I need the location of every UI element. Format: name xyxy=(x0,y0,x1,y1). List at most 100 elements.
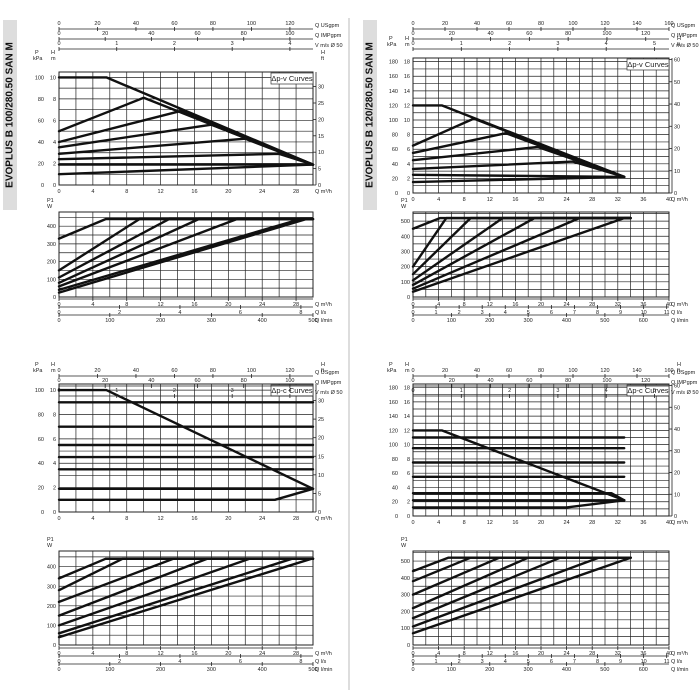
head-curve-5 xyxy=(411,173,626,179)
head-frame xyxy=(58,383,314,513)
top-axis-label: V m/s Ø 50 xyxy=(671,390,699,396)
title-band xyxy=(363,20,377,210)
head-kpa-tick: 0 xyxy=(395,191,398,197)
head-kpa-tick: 20 xyxy=(392,176,398,182)
top-axis-tick-label: 0 xyxy=(411,31,414,37)
power-tick: 0 xyxy=(407,295,410,301)
bottom-axis-tick-label: 40 xyxy=(666,302,672,308)
top-axis-tick-label: 3 xyxy=(556,41,559,47)
head-q-tick: 40 xyxy=(666,197,672,203)
head-m-tick: 10 xyxy=(404,443,410,449)
top-axis-tick-label: 160 xyxy=(664,21,673,27)
head-kpa-tick: 100 xyxy=(389,118,398,124)
bottom-axis-tick-label: 200 xyxy=(485,318,494,324)
power-curve-4 xyxy=(57,217,315,288)
bottom-axis-tick-label: 300 xyxy=(207,667,216,673)
top-axis-tick-label: 100 xyxy=(568,21,577,27)
head-m-tick: 2 xyxy=(407,500,410,506)
bottom-axis-tick-label: 0 xyxy=(57,667,60,673)
unit-hm1: H xyxy=(405,36,409,42)
chart-bottom_right: 0246810121416180204060801001201401601800… xyxy=(387,362,699,673)
head-ft-tick: 30 xyxy=(674,124,680,130)
unit-hm2: m xyxy=(51,368,56,374)
bottom-axis-tick-label: 100 xyxy=(105,318,114,324)
top-axis-tick-label: 80 xyxy=(210,368,216,374)
top-axis-label: Q USgpm xyxy=(671,370,696,376)
head-curve-4 xyxy=(411,160,626,179)
top-axis-2: 0 1 2 3 4 V m/s Ø 50 xyxy=(57,388,343,398)
head-q-tick: 28 xyxy=(589,520,595,526)
bottom-axis-tick-label: 12 xyxy=(487,302,493,308)
title-band xyxy=(3,20,17,210)
head-m-tick: 12 xyxy=(404,103,410,109)
head-kpa-tick: 140 xyxy=(389,414,398,420)
top-axis-tick-label: 100 xyxy=(285,31,294,37)
top-axis-label: Q USgpm xyxy=(315,23,340,29)
chart-title: EVOPLUS B 120/280.50 SAN M xyxy=(365,42,376,188)
top-axis-tick-label: 0 xyxy=(411,41,414,47)
top-axis-tick-label: 20 xyxy=(442,368,448,374)
head-m-tick: 2 xyxy=(53,161,56,167)
bottom-axis-tick-label: 12 xyxy=(158,651,164,657)
top-axis-tick-label: 40 xyxy=(474,21,480,27)
head-kpa-tick: 180 xyxy=(389,386,398,392)
unit-hm1: H xyxy=(405,362,409,368)
power-tick: 300 xyxy=(401,249,410,255)
bottom-axis-tick-label: 8 xyxy=(299,310,302,316)
top-axis-tick-label: 20 xyxy=(442,21,448,27)
head-curve-7 xyxy=(411,499,626,509)
head-ft-tick: 15 xyxy=(318,454,324,460)
head-q-tick: 12 xyxy=(487,197,493,203)
power-tick: 400 xyxy=(401,576,410,582)
top-axis-tick-label: 2 xyxy=(508,41,511,47)
unit-hm1: H xyxy=(51,50,55,56)
bottom-axis-1: 01234567891011Q l/s xyxy=(411,654,683,665)
head-m-tick: 18 xyxy=(404,386,410,392)
power-tick: 300 xyxy=(47,584,56,590)
top-axis-tick-label: 20 xyxy=(449,31,455,37)
bottom-axis-tick-label: 4 xyxy=(504,310,507,316)
bottom-axis-tick-label: 4 xyxy=(178,310,181,316)
bottom-axis-tick-label: 8 xyxy=(463,302,466,308)
head-q-tick: 36 xyxy=(640,197,646,203)
top-axis-tick-label: 0 xyxy=(411,21,414,27)
top-axis-tick-label: 40 xyxy=(488,378,494,384)
bottom-axis-tick-label: 2 xyxy=(118,659,121,665)
top-axis-2: 0 1 2 3 4 5 V m/s Ø 50 xyxy=(411,388,699,398)
power-tick: 200 xyxy=(401,265,410,271)
unit-p1: P1 xyxy=(47,537,54,543)
head-q-tick: 20 xyxy=(225,516,231,522)
bottom-axis-tick-label: 2 xyxy=(118,310,121,316)
head-m-tick: 8 xyxy=(407,133,410,139)
curve-type-label: Δp-v Curves xyxy=(271,74,313,83)
unit-hft2: ft xyxy=(321,56,325,62)
head-q-tick: 24 xyxy=(259,516,265,522)
bottom-axis-1: 02468Q l/s xyxy=(57,305,327,316)
bottom-axis-tick-label: 7 xyxy=(573,310,576,316)
top-axis-tick-label: 60 xyxy=(171,21,177,27)
power-curve-6 xyxy=(411,556,632,635)
top-axis-label: Q IMPgpm xyxy=(315,33,342,39)
bottom-axis-tick-label: 28 xyxy=(589,651,595,657)
bottom-axis-tick-label: 24 xyxy=(564,651,570,657)
head-q-tick: 12 xyxy=(158,189,164,195)
unit-p: P xyxy=(389,362,393,368)
unit-w: W xyxy=(47,204,53,210)
top-axis-2: 0 1 2 3 4 V m/s Ø 50 xyxy=(57,41,343,51)
power-tick: 200 xyxy=(47,260,56,266)
curve-type-label: Δp-v Curves xyxy=(627,60,669,69)
bottom-axis-1: 01234567891011Q l/s xyxy=(411,305,683,316)
head-kpa-tick: 60 xyxy=(38,118,44,124)
head-ft-tick: 60 xyxy=(674,384,680,390)
bottom-axis-label: Q l/s xyxy=(315,659,327,665)
top-axis-tick-label: 5 xyxy=(653,388,656,394)
power-frame xyxy=(58,211,314,298)
bottom-axis-tick-label: 32 xyxy=(615,302,621,308)
head-ft-tick: 5 xyxy=(318,491,321,497)
head-ft-tick: 10 xyxy=(318,473,324,479)
power-curve-6 xyxy=(411,216,632,293)
